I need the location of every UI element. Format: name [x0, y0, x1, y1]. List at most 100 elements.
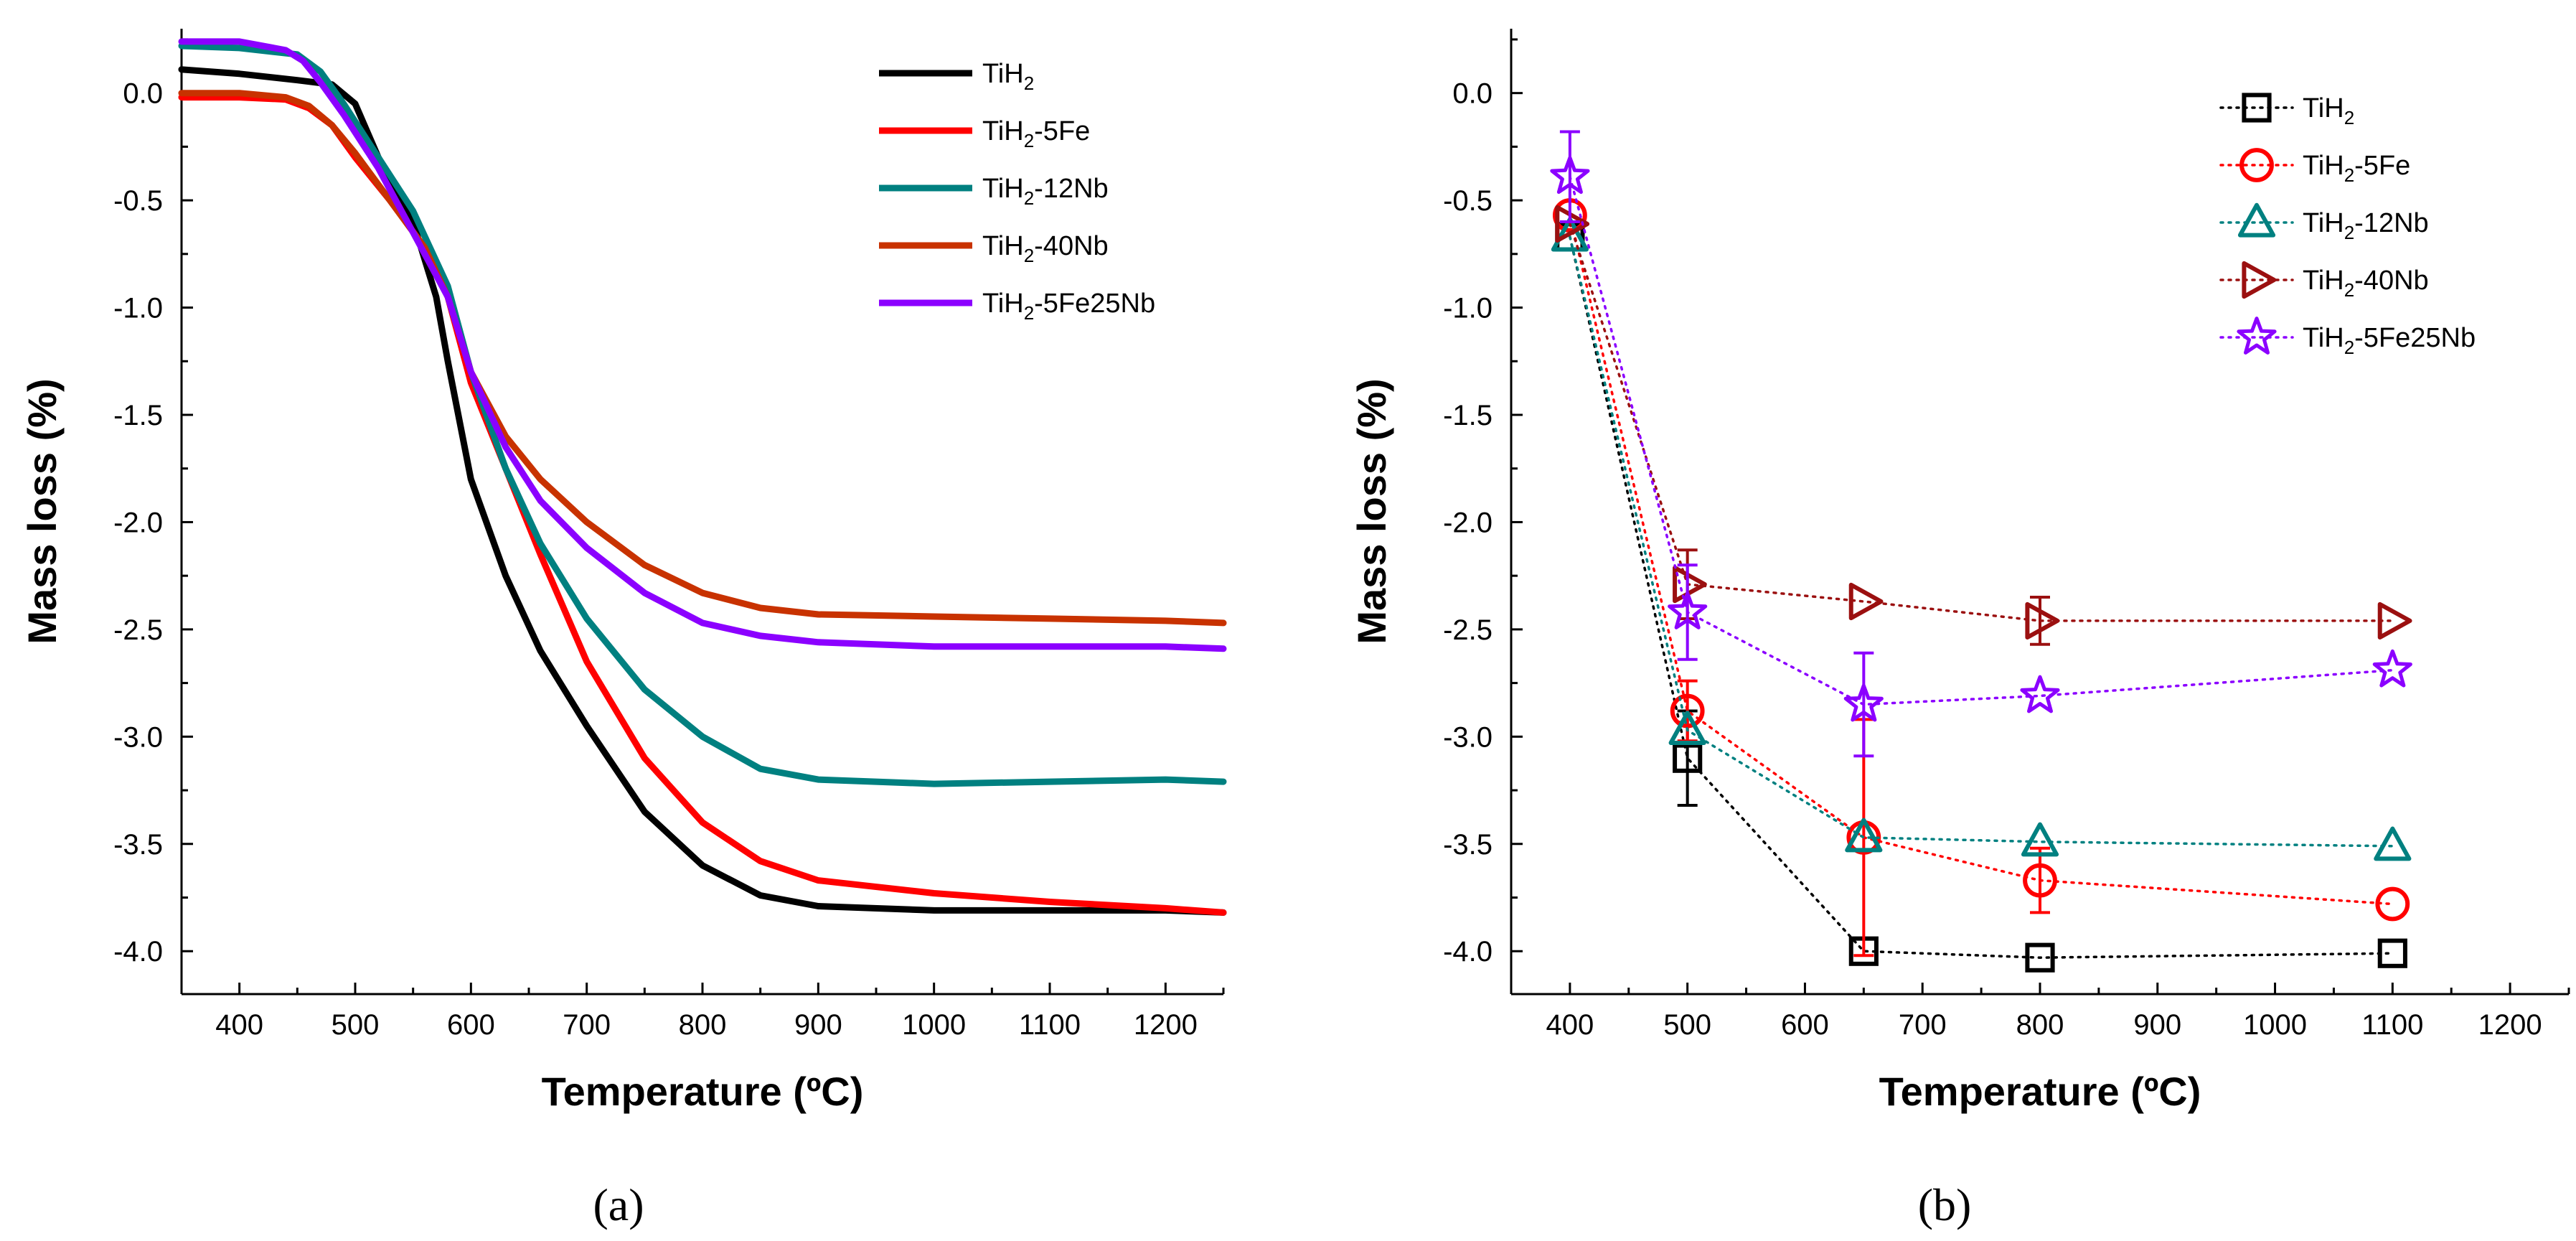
legend-item-TiH2: TiH2 [879, 59, 1034, 94]
legend-label-4: TiH2-5Fe25Nb [982, 289, 1155, 324]
legend-item-TiH2-12Nb: TiH2-12Nb [2219, 202, 2429, 243]
legend-item-TiH2: TiH2 [2219, 93, 2354, 128]
x-tick-label: 800 [679, 1009, 727, 1041]
data-point [2025, 601, 2060, 640]
panel-label: (b) [1918, 1179, 1972, 1230]
series-TiH2 [178, 66, 1227, 916]
series-TiH2-5Fe [178, 94, 1227, 916]
data-point [1673, 566, 1707, 604]
legend-label-1: TiH2-5Fe [2303, 151, 2410, 186]
x-tick-label: 900 [2133, 1009, 2181, 1041]
x-tick-label: 1100 [2361, 1009, 2423, 1041]
series-line [178, 66, 1227, 916]
legend-label-1: TiH2-5Fe [982, 116, 1090, 151]
data-point [2377, 938, 2407, 968]
data-point [1550, 156, 1590, 195]
x-tick-label: 1200 [2478, 1009, 2542, 1041]
y-tick-label: -2.0 [1443, 507, 1493, 538]
series-TiH2-5Fe25Nb [178, 38, 1227, 652]
legend-label-3: TiH2-40Nb [982, 231, 1109, 266]
x-tick-label: 400 [1546, 1009, 1594, 1041]
legend-item-TiH2-40Nb: TiH2-40Nb [2219, 261, 2429, 301]
legend-marker [2242, 93, 2272, 123]
legend-marker [2239, 148, 2274, 182]
x-tick-label: 500 [332, 1009, 380, 1041]
y-tick-label: -2.5 [1443, 614, 1493, 646]
data-point [1551, 217, 1589, 252]
data-point [1848, 582, 1884, 621]
y-tick-label: -3.0 [113, 721, 163, 753]
data-point [1668, 711, 1706, 745]
x-axis-title: Temperature (ºC) [542, 1069, 864, 1114]
data-point [1843, 683, 1884, 722]
x-tick-label: 1000 [902, 1009, 966, 1041]
series-TiH2-5Fe [1552, 198, 2410, 957]
x-tick-label: 900 [794, 1009, 842, 1041]
y-axis-title: Mass loss (%) [1349, 378, 1394, 644]
chart-panel-a: 0.0 -0.5 -1.0 -1.5 -2.0 -2.5 -3.0 -3.5 -4.0 400 50… [19, 29, 1227, 1230]
data-point [2020, 675, 2060, 713]
series-TiH2-5Fe25Nb [1550, 130, 2412, 758]
y-tick-label: -3.5 [113, 829, 163, 861]
series-TiH2-40Nb [1555, 205, 2412, 646]
data-point [2377, 601, 2412, 640]
y-tick-label: -1.5 [1443, 400, 1493, 431]
legend-item-TiH2-5Fe: TiH2-5Fe [2219, 148, 2410, 186]
x-tick-label: 800 [2016, 1009, 2064, 1041]
legend-item-TiH2-40Nb: TiH2-40Nb [879, 231, 1109, 266]
y-tick-label: 0.0 [123, 78, 163, 110]
legend-item-TiH2-5Fe: TiH2-5Fe [879, 116, 1090, 151]
x-tick-label: 1000 [2243, 1009, 2307, 1041]
chart-panel-b: 0.0 -0.5 -1.0 -1.5 -2.0 -2.5 -3.0 -3.5 -4.0 400 50… [1349, 29, 2570, 1230]
legend-label-2: TiH2-12Nb [982, 174, 1109, 209]
y-tick-label: -1.0 [1443, 293, 1493, 324]
legend-marker [2237, 202, 2276, 238]
data-point [1670, 693, 1705, 729]
series-line [178, 90, 1227, 627]
data-point [2021, 822, 2059, 857]
series-TiH2-12Nb [178, 42, 1227, 787]
data-point [2023, 863, 2057, 898]
series-dotted-line [1569, 214, 2394, 906]
series-line [178, 42, 1227, 787]
series-dotted-line [1569, 223, 2394, 622]
legend-label-4: TiH2-5Fe25Nb [2303, 323, 2476, 358]
legend-item-TiH2-5Fe25Nb: TiH2-5Fe25Nb [879, 289, 1155, 324]
y-tick-label: -4.0 [1443, 936, 1493, 968]
series-TiH2-40Nb [178, 90, 1227, 627]
data-point [2025, 942, 2055, 973]
x-tick-label: 1200 [1134, 1009, 1198, 1041]
legend-item-TiH2-12Nb: TiH2-12Nb [879, 174, 1109, 209]
x-tick-label: 400 [215, 1009, 263, 1041]
x-tick-label: 600 [1781, 1009, 1829, 1041]
y-tick-label: 0.0 [1452, 78, 1493, 110]
legend-label-3: TiH2-40Nb [2303, 266, 2429, 301]
y-tick-label: -1.0 [113, 293, 163, 324]
legend-marker [2237, 317, 2277, 355]
x-tick-label: 700 [1899, 1009, 1947, 1041]
y-tick-label: -0.5 [1443, 185, 1493, 217]
y-tick-label: -1.5 [113, 400, 163, 431]
x-axis-title: Temperature (ºC) [1879, 1069, 2201, 1114]
series-TiH2-12Nb [1551, 217, 2412, 861]
x-tick-label: 500 [1663, 1009, 1711, 1041]
y-tick-label: -2.5 [113, 614, 163, 646]
y-tick-label: -0.5 [113, 185, 163, 217]
x-tick-label: 1100 [1019, 1009, 1081, 1041]
y-tick-label: -3.5 [1443, 829, 1493, 861]
data-point [2375, 886, 2410, 922]
legend-label-0: TiH2 [2303, 93, 2354, 128]
y-axis-title: Mass loss (%) [19, 378, 65, 644]
data-point [2374, 826, 2412, 861]
legend-marker [2242, 261, 2277, 299]
data-point [2372, 649, 2412, 688]
series-dotted-line [1569, 235, 2394, 959]
legend-label-0: TiH2 [982, 59, 1034, 94]
y-tick-label: -4.0 [113, 936, 163, 968]
x-tick-label: 600 [447, 1009, 495, 1041]
legend-item-TiH2-5Fe25Nb: TiH2-5Fe25Nb [2219, 317, 2476, 358]
panel-label: (a) [593, 1179, 644, 1230]
data-point [1555, 205, 1590, 243]
